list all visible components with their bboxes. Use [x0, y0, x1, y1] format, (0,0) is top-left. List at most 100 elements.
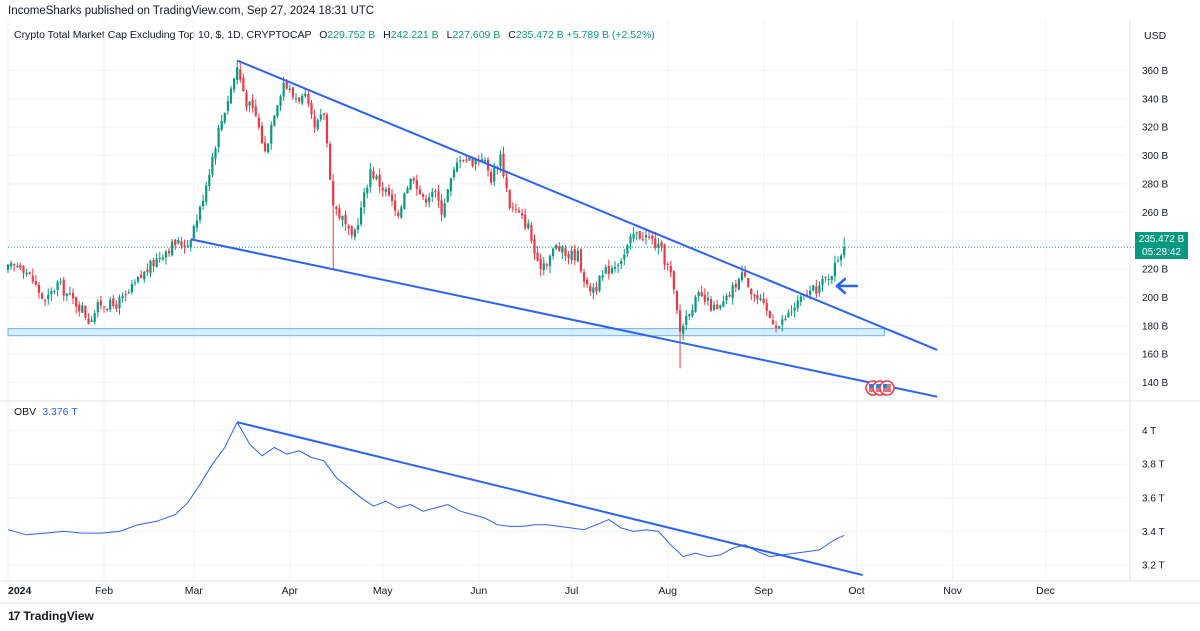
candle-body: [750, 288, 753, 295]
candle: [205, 181, 208, 206]
price-tick-label: 220 B: [1142, 265, 1168, 276]
candle-body: [115, 304, 118, 309]
candle: [490, 168, 493, 186]
candle-body: [214, 148, 217, 159]
candle-body: [282, 82, 285, 97]
candle: [328, 141, 332, 180]
candle: [143, 270, 146, 283]
obv-legend: OBV 3.376 T: [14, 406, 78, 418]
candle-body: [440, 200, 443, 215]
candle: [731, 281, 734, 305]
candle: [31, 268, 34, 285]
candle: [257, 113, 260, 130]
candle: [239, 62, 242, 83]
candle: [75, 296, 78, 314]
candle: [47, 288, 50, 305]
candle: [394, 193, 397, 216]
candle-body: [706, 297, 710, 301]
candle: [521, 208, 524, 220]
obv-label: OBV: [14, 406, 37, 418]
candle: [171, 239, 174, 257]
candle: [678, 304, 682, 369]
candle-body: [570, 250, 573, 260]
obv-tick-label: 4 T: [1142, 426, 1156, 437]
candle-body: [827, 278, 830, 281]
candle-body: [836, 260, 840, 262]
candle: [22, 264, 25, 279]
candle: [332, 174, 335, 270]
candle-body: [747, 278, 750, 287]
trendline-layer[interactable]: [190, 59, 938, 577]
candle-body: [183, 245, 186, 248]
candle: [174, 239, 177, 251]
support-zone[interactable]: [7, 328, 885, 337]
candle-body: [220, 120, 223, 130]
obv-trendline[interactable]: [236, 421, 864, 577]
candle: [202, 194, 205, 211]
us-flag-event-icon[interactable]: [879, 380, 895, 396]
candle: [660, 240, 663, 252]
candle-body: [294, 98, 298, 100]
candle: [13, 263, 16, 272]
candle-body: [626, 245, 629, 254]
candle: [799, 293, 802, 307]
candle: [217, 124, 220, 153]
candle-body: [657, 243, 660, 248]
candle-body: [691, 310, 694, 317]
upper-trendline[interactable]: [236, 59, 938, 351]
candle: [604, 264, 607, 274]
candle: [545, 262, 548, 270]
lower-trendline[interactable]: [190, 238, 938, 398]
candle-body: [815, 286, 818, 294]
candle-body: [604, 267, 607, 274]
candle: [56, 280, 59, 297]
candle: [812, 284, 815, 292]
candle: [189, 239, 192, 252]
candle-body: [96, 302, 99, 313]
candle: [462, 159, 465, 163]
candle: [434, 188, 437, 199]
candle-body: [208, 174, 211, 187]
obv-series: [7, 421, 845, 558]
candle: [440, 193, 443, 222]
candle-body: [508, 189, 511, 209]
candle: [338, 204, 341, 221]
candle-body: [304, 93, 307, 97]
candle: [465, 155, 468, 164]
candle-body: [298, 97, 301, 102]
candle-body: [678, 310, 682, 332]
candle-body: [53, 290, 56, 292]
candle: [263, 135, 267, 153]
candle-body: [830, 275, 833, 281]
candle: [40, 291, 44, 300]
candle-body: [533, 239, 536, 254]
candle-body: [140, 274, 143, 278]
candle-body: [740, 272, 744, 281]
candle-body: [446, 189, 449, 202]
candle: [843, 237, 846, 259]
arrow-left-icon: [835, 277, 859, 295]
candle: [437, 184, 440, 208]
candle: [663, 243, 666, 270]
candle-body: [530, 224, 533, 241]
candle-body: [731, 284, 734, 298]
candle-body: [127, 292, 130, 294]
tradingview-logo[interactable]: 17 TradingView: [8, 609, 94, 623]
candle: [397, 209, 400, 219]
candle-body: [514, 209, 518, 211]
candle: [121, 292, 124, 303]
candle: [183, 239, 186, 254]
candle: [675, 290, 679, 315]
currency-label[interactable]: USD: [1144, 30, 1167, 42]
candle: [607, 259, 610, 280]
month-tick-label: Sep: [754, 585, 773, 597]
candle: [298, 97, 301, 105]
candle: [140, 270, 143, 279]
candle: [558, 242, 561, 252]
candle-body: [273, 115, 276, 126]
candle: [508, 189, 511, 210]
candle-body: [675, 290, 679, 311]
candle-body: [582, 272, 586, 282]
candle: [301, 93, 304, 106]
